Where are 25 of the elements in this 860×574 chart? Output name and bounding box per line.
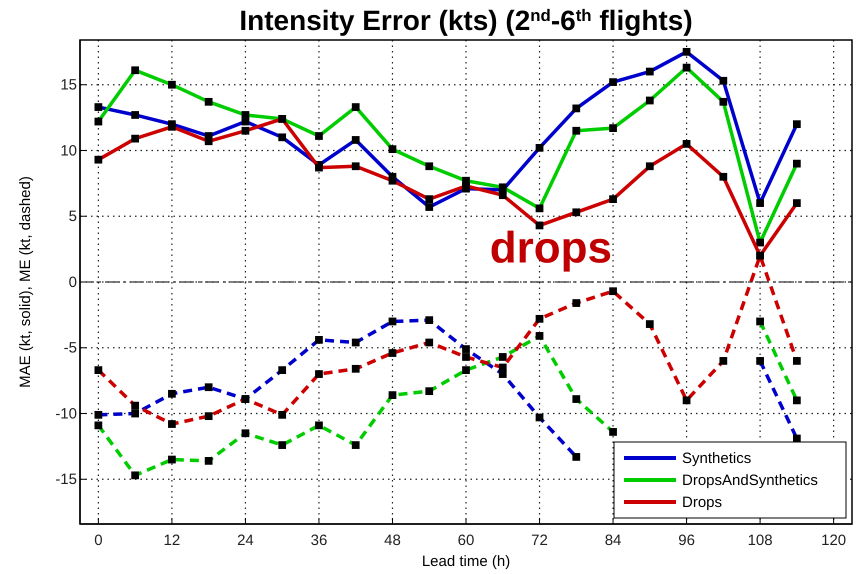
x-tick-label: 108: [748, 532, 773, 549]
x-tick-label: 84: [604, 532, 622, 549]
y-tick-label: 10: [60, 142, 77, 160]
legend-label: DropsAndSynthetics: [682, 472, 818, 489]
x-tick-label: 36: [310, 532, 328, 549]
x-tick-label: 60: [458, 532, 474, 549]
annotation: drops: [490, 224, 612, 273]
y-tick-label: -5: [64, 340, 77, 357]
x-tick-label: 96: [678, 532, 695, 549]
x-tick-label: 12: [164, 532, 180, 549]
x-axis-title: Lead time (h): [422, 553, 510, 570]
legend-label: Synthetics: [682, 450, 752, 467]
y-tick-label: 15: [60, 76, 77, 94]
x-tick-label: 0: [94, 532, 103, 549]
x-tick-label: 120: [821, 532, 846, 549]
y-tick-label: -10: [55, 405, 77, 422]
x-tick-label: 24: [237, 532, 254, 549]
y-tick-label: 0: [68, 274, 77, 291]
y-tick-label: 5: [68, 208, 77, 226]
x-tick-label: 48: [384, 532, 401, 549]
x-tick-label: 72: [531, 532, 548, 549]
chart-title: Intensity Error (kts) (2$^{nd}$-6$^{th}$ flights): [239, 5, 693, 36]
legend-label: Drops: [682, 494, 722, 511]
y-axis-title: MAE (kt, solid), ME (kt, dashed): [17, 176, 34, 388]
y-tick-label: -15: [55, 471, 77, 488]
